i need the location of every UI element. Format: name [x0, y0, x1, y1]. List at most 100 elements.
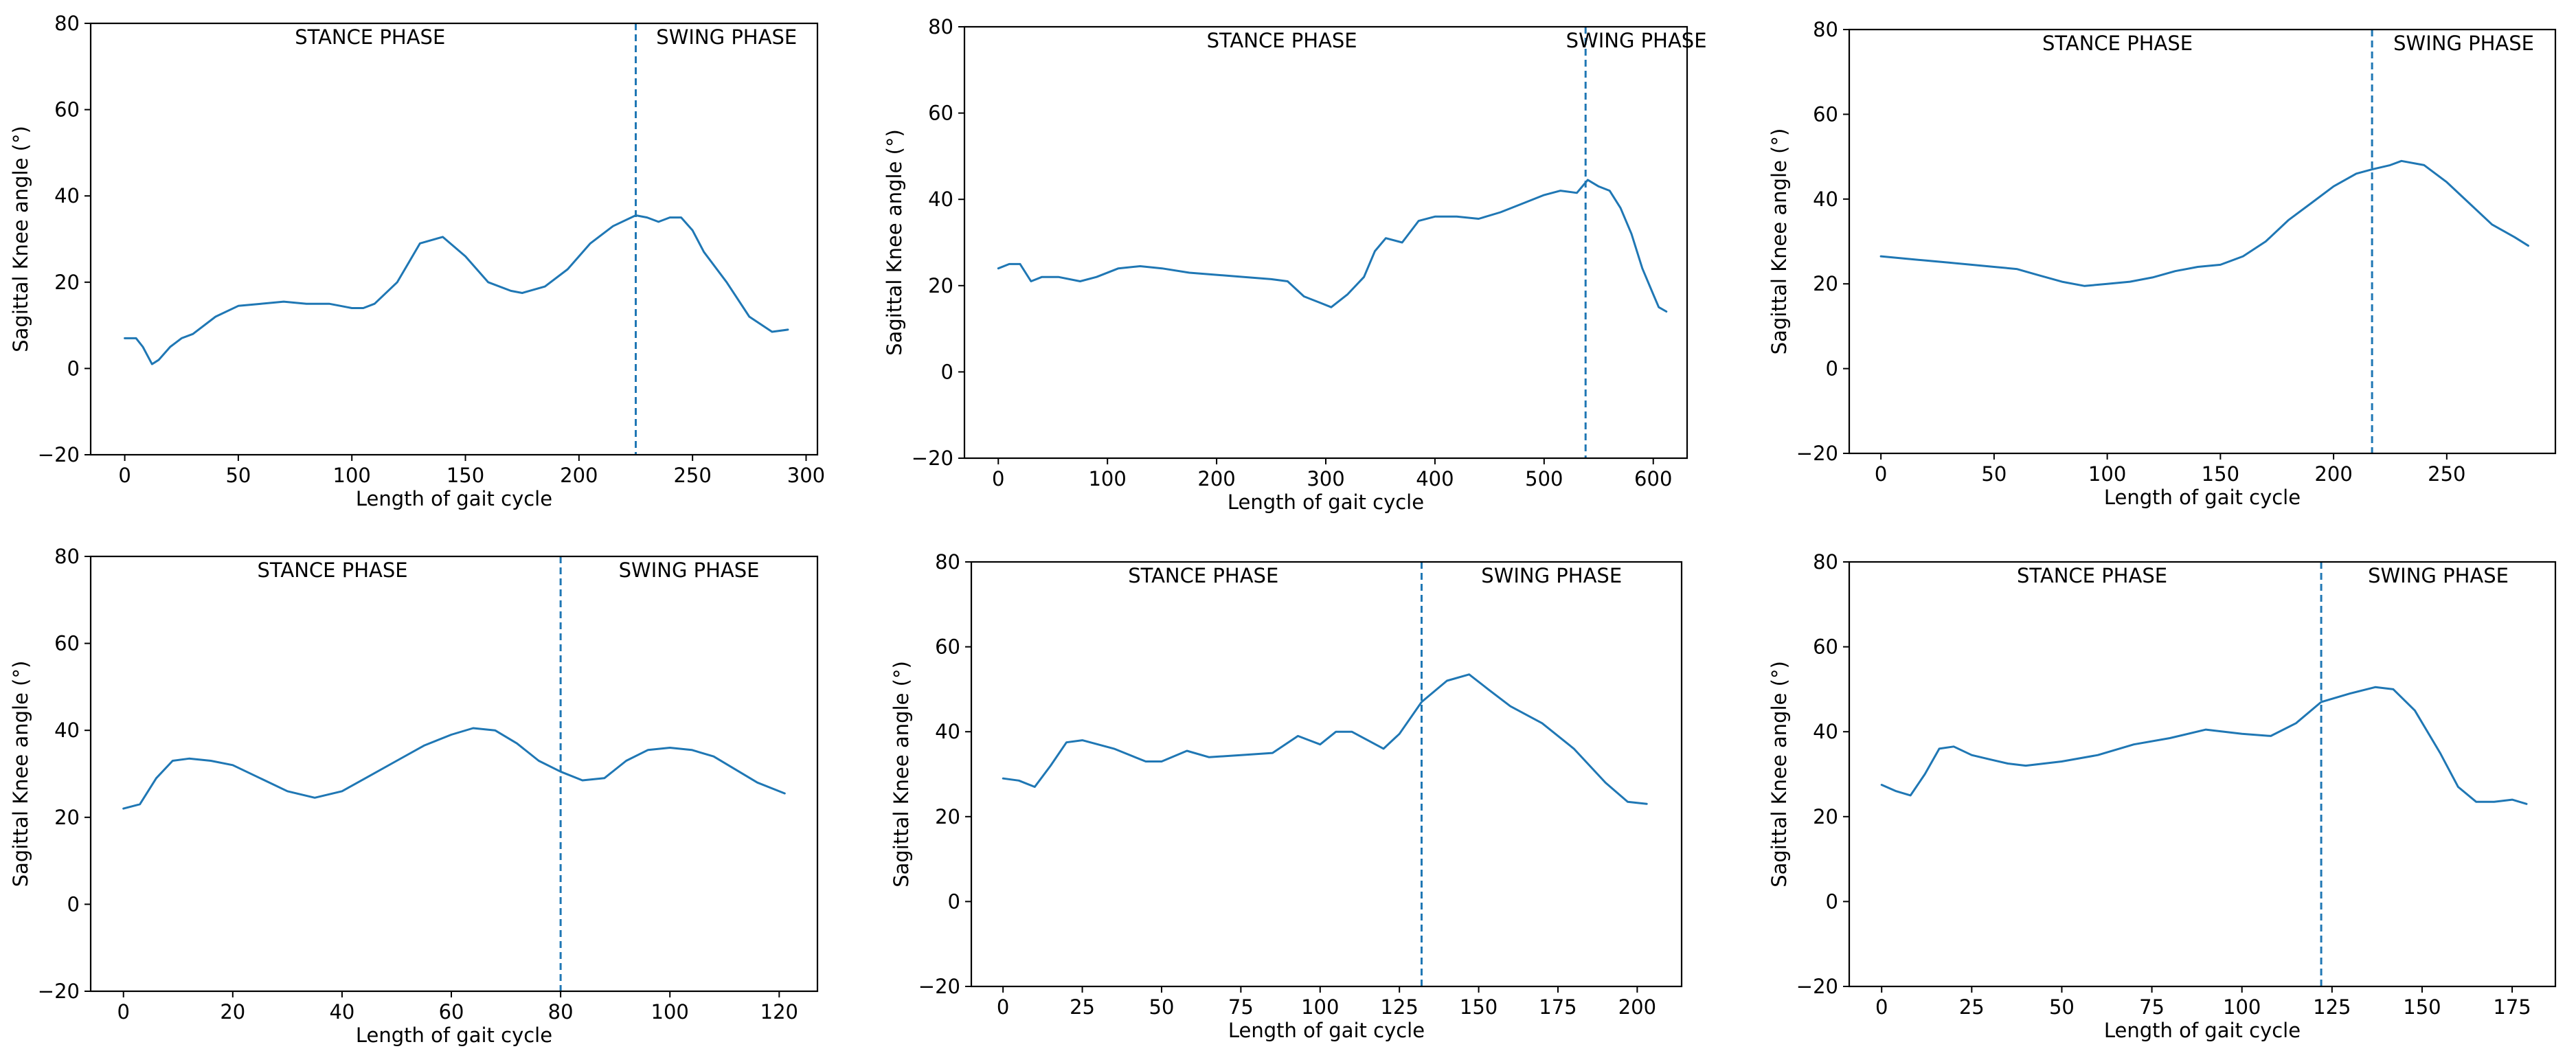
y-tick-label: 40	[928, 188, 953, 211]
subplot-3: 0 50 100 150 200 250 −20 0 20 40 60 80 Length of gai…	[1767, 18, 2557, 509]
x-tick-label: 0	[1875, 462, 1887, 486]
x-tick-label: 200	[560, 464, 598, 487]
x-tick-label: 75	[1228, 995, 1254, 1019]
y-tick-label: −20	[38, 443, 80, 466]
y-tick-label: −20	[918, 975, 960, 998]
x-tick-label: 125	[2313, 995, 2351, 1019]
x-tick-label: 100	[2088, 462, 2126, 486]
x-tick-label: 100	[1301, 995, 1339, 1019]
y-tick-label: 0	[67, 357, 80, 380]
y-axis-label: Sagittal Knee angle (°)	[9, 661, 32, 888]
axes-frame	[1848, 28, 2557, 455]
x-tick-label: 300	[787, 464, 825, 487]
y-axis-label: Sagittal Knee angle (°)	[1767, 128, 1791, 355]
swing-phase-label: SWING PHASE	[1481, 564, 1622, 587]
axes-frame	[89, 22, 819, 456]
y-tick-label: 20	[928, 274, 953, 297]
stance-phase-label: STANCE PHASE	[2017, 564, 2167, 587]
x-tick-label: 80	[548, 1000, 574, 1024]
axes-frame	[1848, 561, 2557, 988]
x-tick-label: 75	[2139, 995, 2165, 1019]
swing-phase-label: SWING PHASE	[2368, 564, 2509, 587]
y-tick-label: 80	[54, 545, 80, 568]
x-tick-label: 100	[2223, 995, 2261, 1019]
series-line	[124, 214, 789, 365]
x-tick-label: 250	[2428, 462, 2465, 486]
y-tick-label: 20	[54, 806, 80, 829]
y-axis-label: Sagittal Knee angle (°)	[883, 129, 906, 356]
swing-phase-label: SWING PHASE	[2393, 32, 2534, 55]
axes-frame	[963, 25, 1688, 460]
x-axis-label: Length of gait cycle	[1228, 1019, 1425, 1042]
series-line	[1002, 673, 1648, 805]
y-tick-label: 0	[67, 892, 80, 916]
y-tick-label: 20	[54, 271, 80, 294]
x-tick-label: 150	[2403, 995, 2441, 1019]
x-tick-label: 175	[2493, 995, 2531, 1019]
y-tick-label: −20	[1796, 975, 1838, 998]
x-axis-label: Length of gait cycle	[1228, 490, 1424, 514]
y-tick-label: 80	[1813, 550, 1838, 574]
x-tick-label: 100	[651, 1000, 689, 1024]
y-tick-label: −20	[1796, 442, 1838, 465]
x-tick-label: 500	[1525, 467, 1563, 490]
y-tick-label: −20	[912, 447, 953, 470]
y-tick-label: 0	[1826, 357, 1838, 381]
series-line	[1880, 686, 2528, 805]
subplot-6: 0 25 50 75 100 125 150 175 −20 0 20 40 60 80 Length of…	[1767, 550, 2557, 1042]
x-tick-label: 175	[1539, 995, 1577, 1019]
x-axis-label: Length of gait cycle	[356, 1024, 552, 1047]
x-tick-label: 50	[225, 464, 251, 487]
swing-phase-label: SWING PHASE	[619, 558, 760, 582]
x-tick-label: 150	[1460, 995, 1498, 1019]
y-tick-label: 60	[935, 635, 960, 659]
x-tick-label: 125	[1380, 995, 1418, 1019]
subplot-5: 0 25 50 75 100 125 150 175 200 −20 0 20 40 60 80 Length…	[890, 550, 1683, 1042]
x-tick-label: 120	[760, 1000, 798, 1024]
x-tick-label: 150	[2202, 462, 2239, 486]
stance-phase-label: STANCE PHASE	[1128, 564, 1278, 587]
y-tick-label: 60	[54, 632, 80, 655]
y-tick-label: 80	[928, 15, 953, 38]
x-axis-label: Length of gait cycle	[2104, 486, 2301, 509]
y-axis-label: Sagittal Knee angle (°)	[1767, 661, 1791, 888]
y-tick-label: 60	[928, 102, 953, 125]
x-tick-label: 0	[117, 1000, 130, 1024]
axes-frame	[89, 555, 819, 993]
y-axis-label: Sagittal Knee angle (°)	[890, 661, 913, 888]
y-tick-label: 60	[54, 98, 80, 122]
x-tick-label: 300	[1307, 467, 1344, 490]
x-tick-label: 50	[1981, 462, 2007, 486]
x-tick-label: 20	[220, 1000, 245, 1024]
x-tick-label: 150	[447, 464, 484, 487]
y-tick-label: 40	[1813, 720, 1838, 743]
axes-frame	[970, 561, 1683, 988]
x-tick-label: 50	[1149, 995, 1175, 1019]
y-tick-label: 0	[1826, 890, 1838, 913]
x-tick-label: 50	[2049, 995, 2075, 1019]
series-line	[997, 179, 1668, 313]
y-tick-label: 0	[941, 360, 953, 383]
y-tick-label: 40	[935, 720, 960, 743]
stance-phase-label: STANCE PHASE	[295, 25, 445, 49]
y-tick-label: 20	[935, 805, 960, 828]
x-axis-label: Length of gait cycle	[2104, 1019, 2301, 1042]
x-tick-label: 0	[118, 464, 131, 487]
y-tick-label: 60	[1813, 635, 1838, 659]
x-tick-label: 200	[1618, 995, 1656, 1019]
subplot-2: 0 100 200 300 400 500 600 −20 0 20 40 60 80 Length of…	[883, 15, 1707, 514]
x-tick-label: 400	[1416, 467, 1454, 490]
y-tick-label: 80	[54, 12, 80, 35]
x-tick-label: 0	[1875, 995, 1888, 1019]
x-tick-label: 250	[673, 464, 711, 487]
x-tick-label: 0	[997, 995, 1009, 1019]
x-tick-label: 100	[333, 464, 371, 487]
swing-phase-label: SWING PHASE	[1566, 29, 1707, 52]
x-tick-label: 200	[2314, 462, 2352, 486]
stance-phase-label: STANCE PHASE	[258, 558, 408, 582]
series-line	[1879, 159, 2529, 287]
series-line	[122, 727, 786, 810]
stance-phase-label: STANCE PHASE	[2042, 32, 2193, 55]
x-tick-label: 600	[1634, 467, 1672, 490]
stance-phase-label: STANCE PHASE	[1207, 29, 1357, 52]
